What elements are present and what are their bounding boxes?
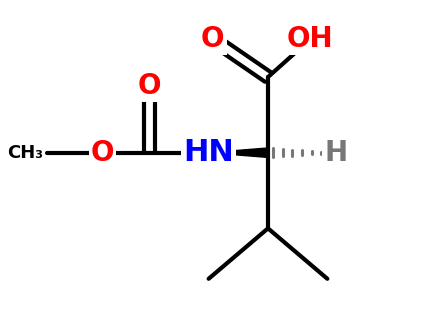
Text: CH₃: CH₃ [7, 144, 43, 162]
Polygon shape [208, 148, 267, 157]
Text: O: O [91, 139, 114, 167]
Text: O: O [201, 25, 224, 53]
Text: OH: OH [286, 25, 333, 53]
Text: H: H [324, 139, 346, 167]
Text: O: O [137, 73, 161, 100]
Text: HN: HN [183, 138, 233, 167]
